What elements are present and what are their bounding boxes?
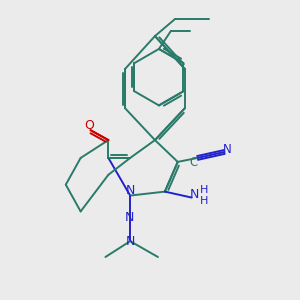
Text: N: N xyxy=(125,235,135,248)
Text: C: C xyxy=(190,156,198,169)
Text: N: N xyxy=(190,188,199,201)
Text: H: H xyxy=(200,185,208,195)
Text: N: N xyxy=(125,184,135,197)
Text: H: H xyxy=(200,196,208,206)
Text: N: N xyxy=(223,142,232,155)
Text: O: O xyxy=(84,119,94,132)
Text: N: N xyxy=(125,212,134,224)
